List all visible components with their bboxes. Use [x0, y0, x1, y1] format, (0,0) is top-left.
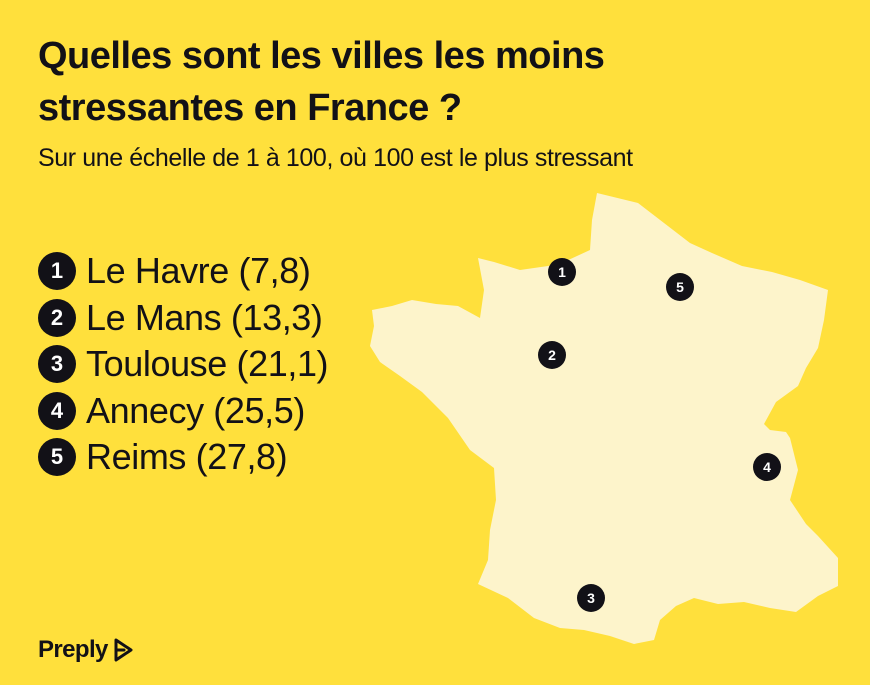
rank-badge: 2 — [38, 298, 76, 337]
map-marker-label: 5 — [676, 279, 684, 295]
ranking-label: Annecy (25,5) — [86, 389, 305, 431]
ranking-item: 2 Le Mans (13,3) — [38, 295, 328, 342]
brand-name: Preply — [38, 636, 108, 663]
map-marker-label: 4 — [763, 459, 771, 475]
map-marker-3: 3 — [577, 584, 605, 612]
page-title: Quelles sont les villes les moins stress… — [38, 35, 605, 129]
preply-logo-icon — [112, 636, 136, 664]
ranking-item: 4 Annecy (25,5) — [38, 388, 328, 435]
ranking-item: 1 Le Havre (7,8) — [38, 248, 328, 295]
rank-badge: 5 — [38, 438, 76, 477]
rank-badge: 3 — [38, 345, 76, 384]
map-marker-1: 1 — [548, 258, 576, 286]
map-marker-label: 1 — [558, 264, 566, 280]
rank-badge: 1 — [38, 252, 76, 291]
map-marker-2: 2 — [538, 341, 566, 369]
map-marker-label: 3 — [587, 590, 595, 606]
ranking-label: Toulouse (21,1) — [86, 343, 329, 385]
brand-logo: Preply — [38, 636, 136, 664]
map-marker-5: 5 — [666, 273, 694, 301]
ranking-item: 5 Reims (27,8) — [38, 434, 328, 481]
france-outline — [370, 193, 838, 644]
page-subtitle: Sur une échelle de 1 à 100, où 100 est l… — [38, 144, 633, 172]
ranking-label: Le Havre (7,8) — [86, 250, 311, 292]
map-marker-4: 4 — [753, 453, 781, 481]
ranking-label: Le Mans (13,3) — [86, 296, 323, 338]
ranking-item: 3 Toulouse (21,1) — [38, 341, 329, 388]
rank-badge: 4 — [38, 391, 76, 430]
ranking-label: Reims (27,8) — [86, 436, 288, 478]
map-marker-label: 2 — [548, 347, 556, 363]
ranking-list: 1 Le Havre (7,8) 2 Le Mans (13,3) 3 Toul… — [38, 248, 329, 481]
